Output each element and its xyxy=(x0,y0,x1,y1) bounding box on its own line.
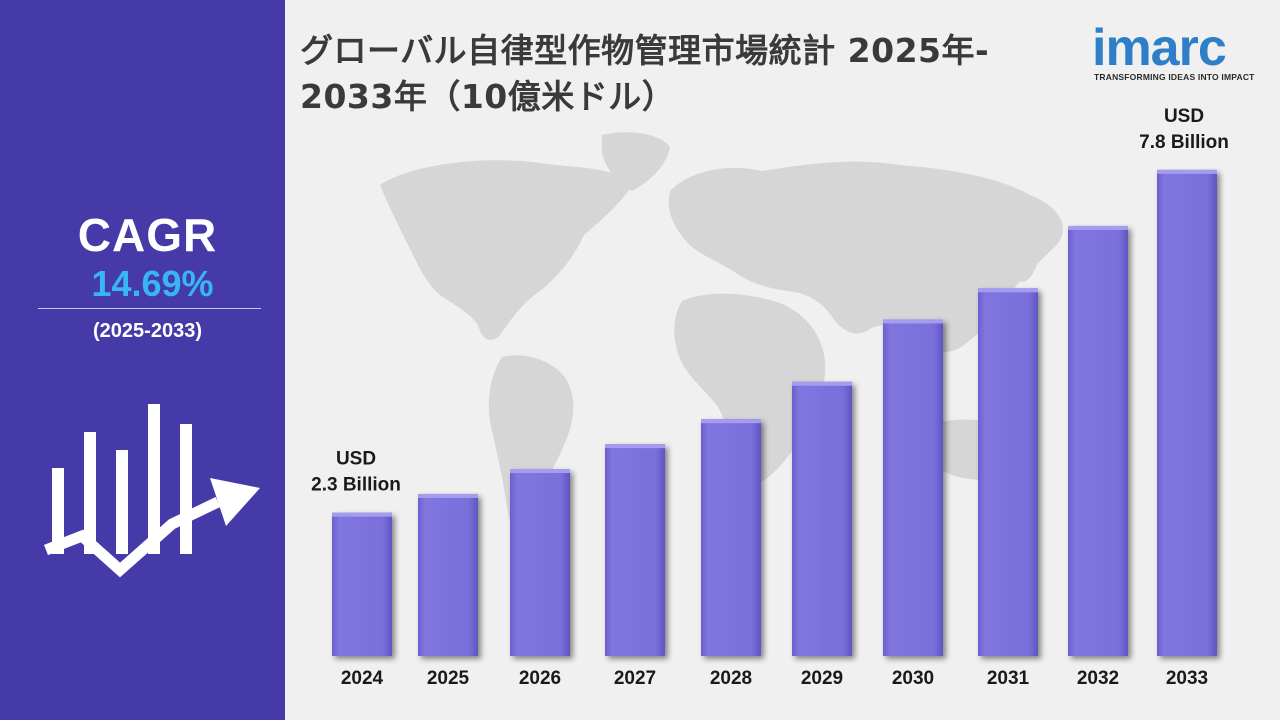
bar-2032 xyxy=(1068,225,1128,656)
cagr-value: 14.69% xyxy=(91,263,214,304)
bar-2024 xyxy=(332,512,392,656)
cagr-sidebar: CAGR 14.69% (2025-2033) xyxy=(0,0,285,720)
x-tick-label-2029: 2029 xyxy=(801,668,843,689)
cagr-period: (2025-2033) xyxy=(93,320,202,342)
world-map-background xyxy=(380,132,1063,527)
x-tick-label-2033: 2033 xyxy=(1166,668,1208,689)
x-tick-label-2027: 2027 xyxy=(614,668,656,689)
data-label-2033-value: 7.8 Billion xyxy=(1139,132,1229,153)
bar-2033 xyxy=(1157,169,1217,656)
bar-2028 xyxy=(701,419,761,656)
x-tick-label-2032: 2032 xyxy=(1077,668,1119,689)
x-tick-label-2025: 2025 xyxy=(427,668,470,689)
logo-text: imarc xyxy=(1092,19,1227,77)
data-label-2024-value: 2.3 Billion xyxy=(311,475,401,496)
imarc-logo: imarc TRANSFORMING IDEAS INTO IMPACT xyxy=(1090,18,1265,88)
bar-2029 xyxy=(792,381,852,656)
x-tick-label-2030: 2030 xyxy=(892,668,934,689)
chart-title-line1: グローバル自律型作物管理市場統計 2025年- xyxy=(300,31,990,70)
x-tick-label-2031: 2031 xyxy=(987,668,1030,689)
bar-2027 xyxy=(605,444,665,656)
cagr-divider xyxy=(38,308,261,309)
bar-2031 xyxy=(978,288,1038,656)
x-tick-label-2026: 2026 xyxy=(519,668,561,689)
logo-tagline: TRANSFORMING IDEAS INTO IMPACT xyxy=(1094,72,1255,82)
x-tick-label-2024: 2024 xyxy=(341,668,384,689)
bar-2030 xyxy=(883,319,943,656)
cagr-title: CAGR xyxy=(77,209,218,261)
x-tick-label-2028: 2028 xyxy=(710,668,752,689)
bar-2026 xyxy=(510,469,570,656)
bar-2025 xyxy=(418,493,478,656)
chart-title: グローバル自律型作物管理市場統計 2025年- 2033年（10億米ドル） xyxy=(300,28,1060,120)
growth-chart-arrow-icon xyxy=(44,404,260,578)
data-label-2033-currency: USD xyxy=(1164,106,1204,127)
chart-title-line2: 2033年（10億米ドル） xyxy=(300,77,676,116)
data-label-2024-currency: USD xyxy=(336,449,376,470)
